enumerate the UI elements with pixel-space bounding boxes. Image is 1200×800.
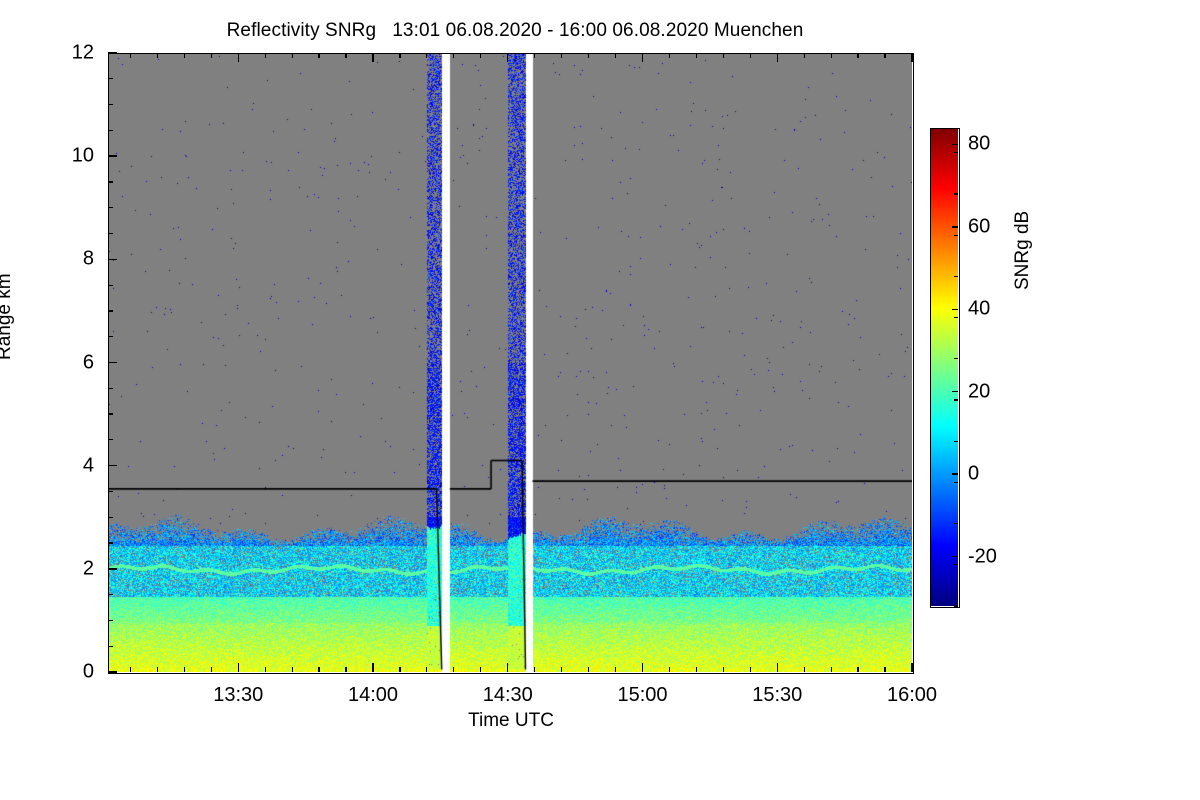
x-tick-label: 15:30: [752, 684, 803, 706]
colorbar-tick-label: -20: [968, 545, 997, 568]
x-tick-label: 13:30: [213, 684, 264, 706]
colorbar-tick-label: 60: [968, 215, 991, 238]
y-tick-label: 4: [82, 454, 94, 477]
colorbar-tick-label: 40: [968, 297, 991, 320]
y-tick-label: 6: [82, 351, 94, 373]
x-tick-label: 14:00: [347, 684, 399, 706]
y-tick-label: 12: [71, 41, 94, 64]
y-tick-label: 10: [71, 144, 94, 167]
chart-title: Reflectivity SNRg 13:01 06.08.2020 - 16:…: [226, 20, 804, 41]
colorbar: [930, 128, 958, 606]
y-tick-label: 0: [82, 660, 94, 683]
x-tick-label: 15:00: [617, 684, 668, 706]
colorbar-tick-label: 20: [968, 380, 991, 403]
colorbar-tick-label: 80: [968, 132, 991, 155]
y-tick-label: 8: [82, 247, 94, 270]
y-tick-label: 2: [82, 557, 94, 580]
colorbar-tick-label: 0: [968, 462, 980, 485]
reflectivity-heatmap-canvas: [108, 53, 912, 672]
x-tick-label: 14:30: [482, 684, 533, 706]
y-axis-title: Range km: [0, 273, 15, 360]
colorbar-gradient-canvas: [930, 128, 958, 606]
heatmap-plot-area: [108, 53, 912, 672]
x-tick-label: 16:00: [886, 684, 938, 706]
colorbar-title: SNRg dB: [1012, 210, 1033, 290]
x-axis-title: Time UTC: [468, 710, 554, 731]
